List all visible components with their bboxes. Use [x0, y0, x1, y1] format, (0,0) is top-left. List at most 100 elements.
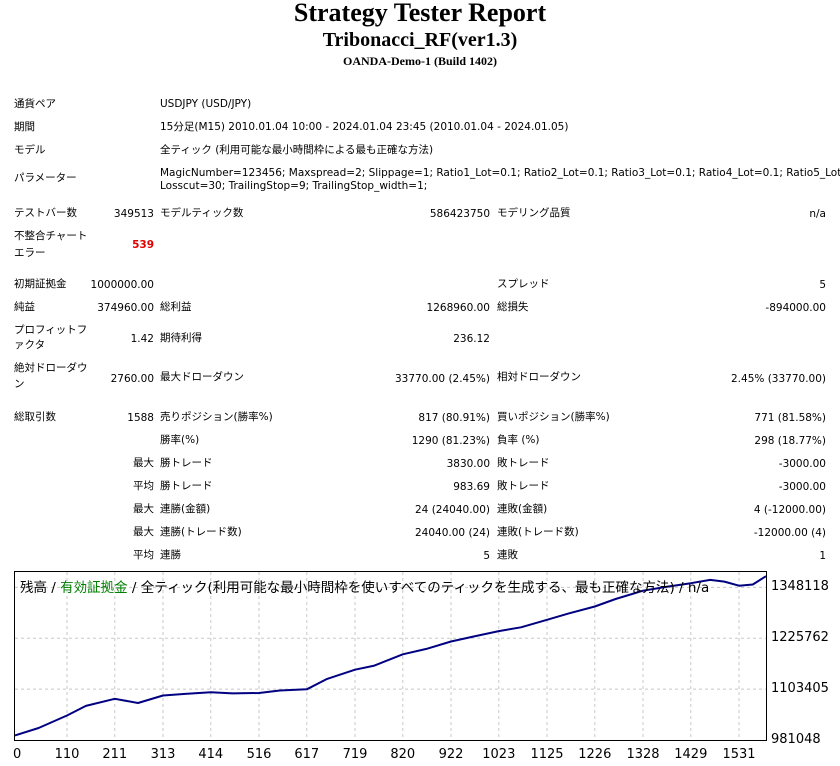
x-tick-label: 820: [390, 747, 416, 762]
mismatch-label-2: エラー: [14, 247, 46, 259]
bars-value: 349513: [113, 208, 154, 220]
expected-payoff-value: 236.12: [453, 333, 490, 345]
max-cons-loss-amount-label: 連敗(金額): [497, 503, 548, 515]
x-tick-label: 414: [198, 747, 224, 762]
short-positions-value: 817 (80.91%): [418, 412, 490, 424]
largest-win-value: 3830.00: [446, 458, 490, 470]
model-label: モデル: [14, 144, 46, 156]
legend-balance: 残高: [20, 580, 47, 596]
x-tick-label: 313: [150, 747, 176, 762]
symbol-label: 通貨ペア: [14, 98, 56, 110]
x-tick-label: 1125: [530, 747, 564, 762]
symbol-value: USDJPY (USD/JPY): [160, 98, 252, 110]
balance-chart-frame: [14, 571, 767, 741]
mismatch-label-1: 不整合チャート: [14, 230, 88, 242]
max-label: 最大: [133, 457, 154, 469]
profit-factor-value: 1.42: [130, 333, 154, 345]
largest-win-label: 勝トレード: [160, 457, 213, 469]
deposit-value: 1000000.00: [90, 279, 154, 291]
x-tick-label: 516: [246, 747, 272, 762]
max-cons-win-amount-value: 24 (24040.00): [415, 504, 490, 516]
win-rate-value: 1290 (81.23%): [411, 435, 490, 447]
legend-separator-2: /: [127, 580, 141, 596]
profit-factor-label-1: プロフィットフ: [14, 324, 88, 336]
legend-separator-1: /: [47, 580, 61, 596]
rel-drawdown-value: 2.45% (33770.00): [731, 373, 826, 385]
abs-drawdown-label-1: 絶対ドローダウ: [14, 362, 88, 374]
gross-profit-label: 総利益: [160, 301, 192, 313]
x-tick-label: 922: [438, 747, 464, 762]
params-label: パラメーター: [14, 172, 77, 184]
period-label: 期間: [14, 121, 35, 133]
model-value: 全ティック (利用可能な最小時間枠による最も正確な方法): [160, 144, 434, 156]
max-cons-loss-count-value: -12000.00 (4): [753, 527, 826, 539]
legend-equity: 有効証拠金: [60, 580, 128, 596]
x-tick-label: 617: [294, 747, 320, 762]
largest-loss-value: -3000.00: [778, 458, 826, 470]
avg-loss-label: 敗トレード: [497, 480, 550, 492]
report-title: Strategy Tester Report: [293, 0, 547, 27]
long-positions-label: 買いポジション(勝率%): [497, 411, 610, 423]
max-label-3: 最大: [133, 526, 154, 538]
x-tick-label: 211: [102, 747, 128, 762]
spread-value: 5: [819, 279, 826, 291]
rel-drawdown-label: 相対ドローダウン: [497, 371, 581, 383]
max-cons-win-count-label: 連勝(トレード数): [160, 526, 242, 538]
quality-value: n/a: [809, 208, 826, 220]
avg-loss-value: -3000.00: [778, 481, 826, 493]
abs-drawdown-value: 2760.00: [110, 373, 154, 385]
mismatch-value: 539: [132, 239, 154, 251]
y-tick-label: 1348118: [771, 579, 829, 595]
largest-loss-label: 敗トレード: [497, 457, 550, 469]
max-cons-loss-count-label: 連敗(トレード数): [497, 526, 579, 538]
bars-label: テストバー数: [14, 207, 77, 219]
profit-factor-label-2: ァクタ: [14, 339, 46, 351]
balance-series-line: [14, 575, 767, 737]
x-tick-label: 1429: [674, 747, 708, 762]
server-info: OANDA-Demo-1 (Build 1402): [343, 54, 497, 68]
y-tick-label: 1225762: [771, 630, 829, 646]
spread-label: スプレッド: [497, 278, 550, 290]
short-positions-label: 売りポジション(勝率%): [160, 411, 273, 423]
loss-rate-value: 298 (18.77%): [754, 435, 826, 447]
avg-cons-loss-label: 連敗: [497, 549, 518, 561]
avg-label: 平均: [133, 480, 154, 492]
max-label-2: 最大: [133, 503, 154, 515]
gross-loss-label: 総損失: [497, 301, 529, 313]
max-drawdown-label: 最大ドローダウン: [160, 371, 244, 383]
avg-cons-win-value: 5: [483, 550, 490, 562]
long-positions-value: 771 (81.58%): [754, 412, 826, 424]
abs-drawdown-label-2: ン: [14, 378, 25, 390]
gross-profit-value: 1268960.00: [426, 302, 490, 314]
avg-win-value: 983.69: [453, 481, 490, 493]
net-label: 純益: [14, 301, 35, 313]
max-cons-win-amount-label: 連勝(金額): [160, 503, 211, 515]
params-line2: Losscut=30; TrailingStop=9; TrailingStop…: [160, 180, 428, 192]
avg-cons-win-label: 連勝: [160, 549, 181, 561]
x-tick-label: 1023: [482, 747, 516, 762]
total-trades-label: 総取引数: [14, 411, 56, 423]
x-tick-label: 1531: [722, 747, 756, 762]
x-tick-label: 719: [342, 747, 368, 762]
params-line1: MagicNumber=123456; Maxspread=2; Slippag…: [160, 167, 840, 179]
net-value: 374960.00: [97, 302, 154, 314]
x-tick-label: 1226: [578, 747, 612, 762]
period-value: 15分足(M15) 2010.01.04 10:00 - 2024.01.04 …: [160, 121, 569, 133]
quality-label: モデリング品質: [497, 207, 571, 219]
deposit-label: 初期証拠金: [14, 278, 67, 290]
avg-cons-loss-value: 1: [819, 550, 826, 562]
total-trades-value: 1588: [127, 412, 154, 424]
expected-payoff-label: 期待利得: [160, 332, 202, 344]
x-tick-label: 1328: [626, 747, 660, 762]
ticks-label: モデルティック数: [160, 207, 244, 219]
chart-legend: 残高 / 有効証拠金 / 全ティック(利用可能な最小時間枠を使いすべてのティック…: [20, 576, 709, 596]
win-rate-label: 勝率(%): [160, 434, 200, 446]
expert-name: Tribonacci_RF(ver1.3): [322, 29, 518, 51]
avg-label-2: 平均: [133, 549, 154, 561]
max-drawdown-value: 33770.00 (2.45%): [395, 373, 490, 385]
x-tick-label: 0: [13, 747, 22, 762]
gross-loss-value: -894000.00: [765, 302, 826, 314]
x-tick-label: 110: [54, 747, 80, 762]
y-tick-label: 1103405: [771, 681, 829, 697]
